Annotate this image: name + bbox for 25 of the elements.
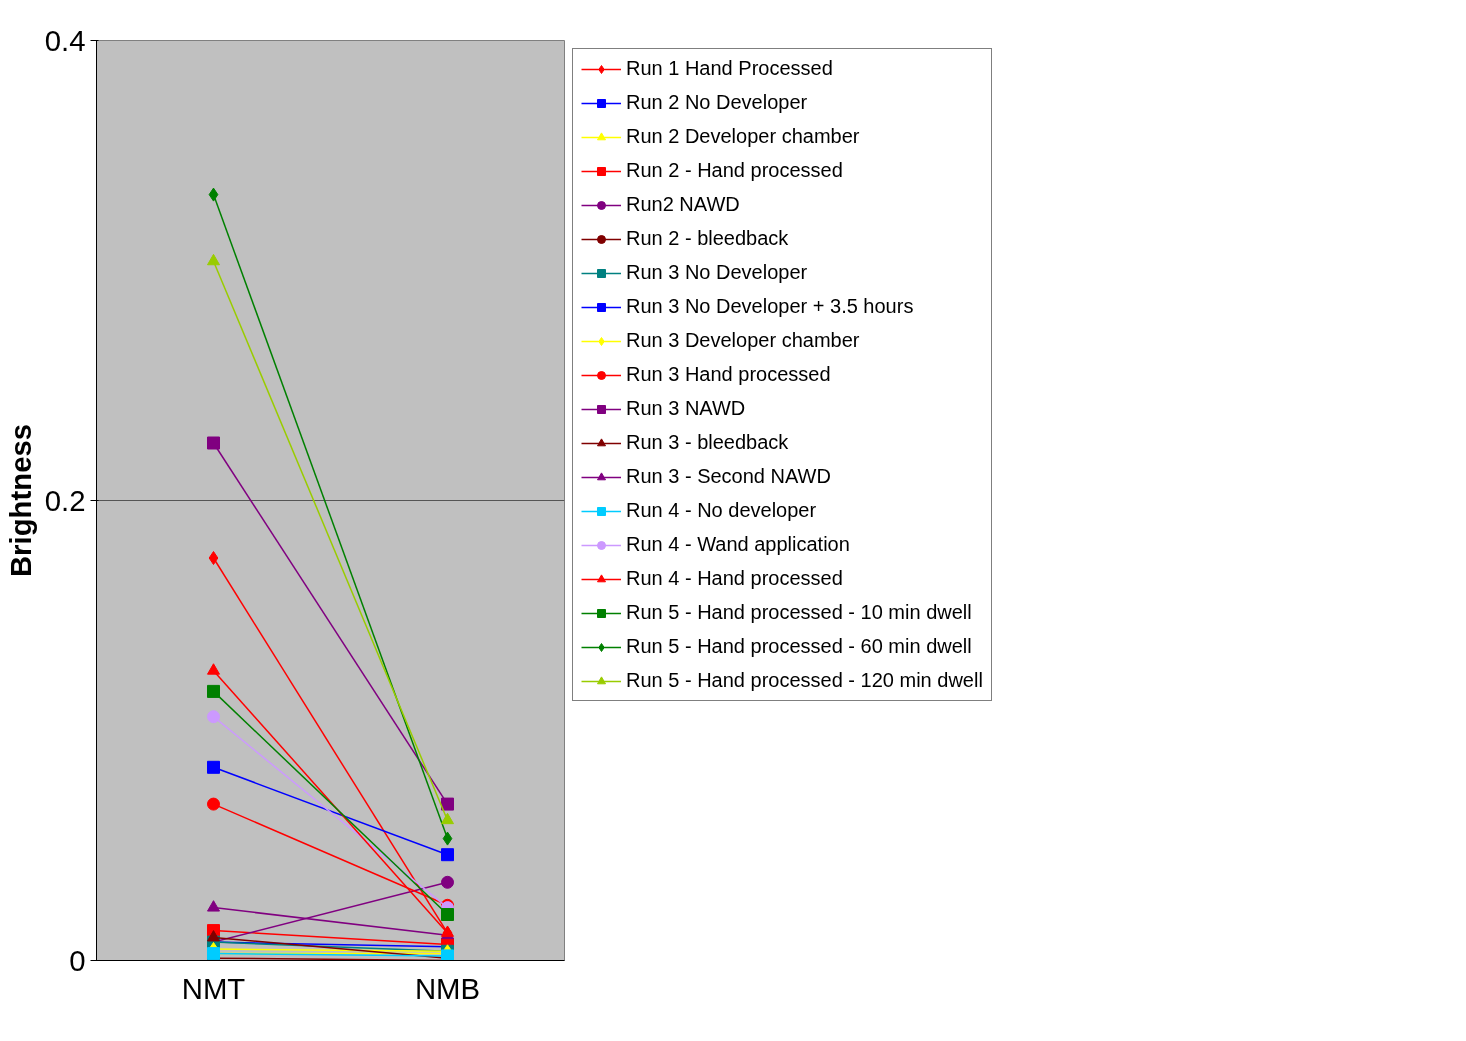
legend-label: Run 1 Hand Processed [626,57,833,80]
x-tick-label: NMB [414,971,481,1005]
legend-label: Run 2 - bleedback [626,227,789,250]
legend-label: Run 3 No Developer + 3.5 hours [626,295,914,318]
y-tick-label: 0.4 [44,23,86,57]
y-tick-label: 0.2 [44,483,86,517]
legend-label: Run 3 Hand processed [626,363,831,386]
legend-label: Run 4 - Hand processed [626,567,843,590]
legend-label: Run 3 - bleedback [626,431,789,454]
legend-label: Run 2 - Hand processed [626,159,843,182]
legend-label: Run 3 NAWD [626,397,746,420]
x-tick-label: NMT [181,971,246,1005]
legend-label: Run 4 - No developer [626,499,817,522]
legend-label: Run 5 - Hand processed - 120 min dwell [626,669,983,692]
legend-label: Run2 NAWD [626,193,740,216]
y-axis-title: Brightness [3,423,37,578]
legend-label: Run 3 No Developer [626,261,808,284]
legend-label: Run 2 Developer chamber [626,125,860,148]
legend-label: Run 4 - Wand application [626,533,850,556]
legend-label: Run 3 - Second NAWD [626,465,831,488]
legend-label: Run 3 Developer chamber [626,329,860,352]
y-tick-label: 0 [69,943,86,977]
legend-label: Run 5 - Hand processed - 10 min dwell [626,601,972,624]
legend-label: Run 2 No Developer [626,91,808,114]
legend-label: Run 5 - Hand processed - 60 min dwell [626,635,972,658]
